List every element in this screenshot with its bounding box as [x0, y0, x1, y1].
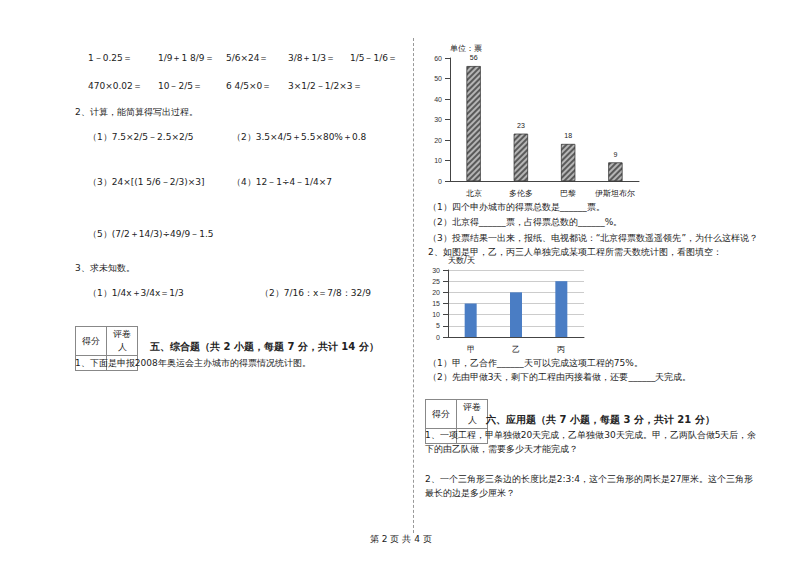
html-text:6 4/5×0＝: 6 4/5×0＝	[226, 81, 272, 91]
html-text:（2）3.5×4/5＋5.5×80%＋0.8: （2）3.5×4/5＋5.5×80%＋0.8	[232, 132, 367, 142]
svg-text:10: 10	[432, 311, 440, 318]
svg-text:天数/天: 天数/天	[448, 255, 475, 265]
html-text:（1）7.5×2/5－2.5×2/5: （1）7.5×2/5－2.5×2/5	[88, 132, 194, 142]
html-text:（3）24×[(1 5/6－2/3)×3]: （3）24×[(1 5/6－2/3)×3]	[88, 177, 205, 187]
html-text:（2）北京得______票，占得票总数的______%。: （2）北京得______票，占得票总数的______%。	[428, 217, 623, 227]
html-text:470×0.02＝: 470×0.02＝	[88, 81, 142, 91]
html-text:五、综合题（共 2 小题，每题 7 分，共计 14 分）: 五、综合题（共 2 小题，每题 7 分，共计 14 分）	[150, 341, 379, 352]
svg-text:56: 56	[470, 54, 478, 61]
html-text:10－2/5＝: 10－2/5＝	[158, 81, 202, 91]
html-text:（2）7/16：x＝7/8：32/9: （2）7/16：x＝7/8：32/9	[260, 288, 371, 298]
svg-text:25: 25	[432, 278, 440, 285]
svg-text:20: 20	[432, 289, 440, 296]
html-text:1/9＋1 8/9＝: 1/9＋1 8/9＝	[158, 53, 214, 63]
svg-text:丙: 丙	[557, 345, 565, 354]
html-text:六、应用题（共 7 小题，每题 3 分，共计 21 分）: 六、应用题（共 7 小题，每题 3 分，共计 21 分）	[486, 414, 715, 425]
html-text:2、如图是甲，乙，丙三人单独完成某项工程所需天数统计图，看图: 2、如图是甲，乙，丙三人单独完成某项工程所需天数统计图，看图填空：	[428, 247, 722, 257]
html-text:（2）先由甲做3天，剩下的工程由丙接着做，还要______天: （2）先由甲做3天，剩下的工程由丙接着做，还要______天完成。	[428, 372, 692, 382]
html-text:（1）甲，乙合作______天可以完成这项工程的75%。: （1）甲，乙合作______天可以完成这项工程的75%。	[428, 358, 643, 368]
html-text:2、计算，能简算得写出过程。: 2、计算，能简算得写出过程。	[75, 107, 198, 117]
svg-text:50: 50	[434, 75, 442, 82]
html-text:得分: 得分	[432, 408, 450, 419]
svg-text:甲: 甲	[467, 345, 475, 354]
svg-text:23: 23	[517, 122, 525, 129]
html-text:1/5－1/6＝: 1/5－1/6＝	[350, 53, 397, 63]
svg-text:40: 40	[434, 96, 442, 103]
svg-text:9: 9	[613, 151, 617, 158]
html-text:评卷人: 评卷人	[113, 329, 131, 352]
svg-text:0: 0	[436, 334, 440, 341]
html-text:（5）(7/2＋14/3)÷49/9－1.5: （5）(7/2＋14/3)÷49/9－1.5	[88, 229, 214, 239]
svg-text:20: 20	[434, 137, 442, 144]
html-text:评卷人: 评卷人	[463, 402, 481, 425]
html-text:3、求未知数。: 3、求未知数。	[75, 263, 135, 273]
html-text:第 2 页 共 4 页: 第 2 页 共 4 页	[370, 534, 432, 544]
svg-text:北京: 北京	[466, 189, 482, 198]
html-text:2、一个三角形三条边的长度比是2:3:4，这个三角形的周长是: 2、一个三角形三条边的长度比是2:3:4，这个三角形的周长是27厘米。这个三角形…	[425, 474, 754, 498]
html-text:1、一项工程，甲单独做20天完成，乙单独做30天完成。甲，乙: 1、一项工程，甲单独做20天完成，乙单独做30天完成。甲，乙两队合做5天后，余下…	[425, 430, 757, 454]
html-text:（3）投票结果一出来，报纸、电视都说：“北京得票数遥遥领先”: （3）投票结果一出来，报纸、电视都说：“北京得票数遥遥领先”，为什么这样说？	[428, 233, 759, 243]
svg-text:30: 30	[434, 116, 442, 123]
svg-text:巴黎: 巴黎	[560, 189, 576, 198]
svg-text:乙: 乙	[512, 345, 520, 354]
svg-text:30: 30	[432, 267, 440, 274]
html-text:1、下面是申报2008年奥运会主办城市的得票情况统计图。: 1、下面是申报2008年奥运会主办城市的得票情况统计图。	[75, 358, 311, 368]
svg-text:18: 18	[564, 132, 572, 139]
svg-text:0: 0	[438, 178, 442, 185]
svg-text:15: 15	[432, 300, 440, 307]
svg-text:单位：票: 单位：票	[450, 44, 482, 53]
svg-text:伊斯坦布尔: 伊斯坦布尔	[595, 189, 635, 198]
svg-text:5: 5	[436, 322, 440, 329]
svg-text:10: 10	[434, 157, 442, 164]
html-text:（4）12－1÷4－1/4×7: （4）12－1÷4－1/4×7	[232, 177, 332, 187]
html-text:5/6×24＝: 5/6×24＝	[226, 53, 269, 63]
html-text:3/8＋1/3＝: 3/8＋1/3＝	[288, 53, 335, 63]
html-text:1－0.25＝: 1－0.25＝	[88, 53, 132, 63]
html-text:得分: 得分	[82, 335, 100, 346]
svg-text:多伦多: 多伦多	[509, 189, 533, 198]
html-text:（1）四个申办城市的得票总数是______票。: （1）四个申办城市的得票总数是______票。	[428, 202, 605, 212]
svg-text:60: 60	[434, 55, 442, 62]
html-text:3×1/2－1/2×3＝: 3×1/2－1/2×3＝	[288, 81, 362, 91]
html-text:（1）1/4x＋3/4x＝1/3: （1）1/4x＋3/4x＝1/3	[88, 288, 184, 298]
